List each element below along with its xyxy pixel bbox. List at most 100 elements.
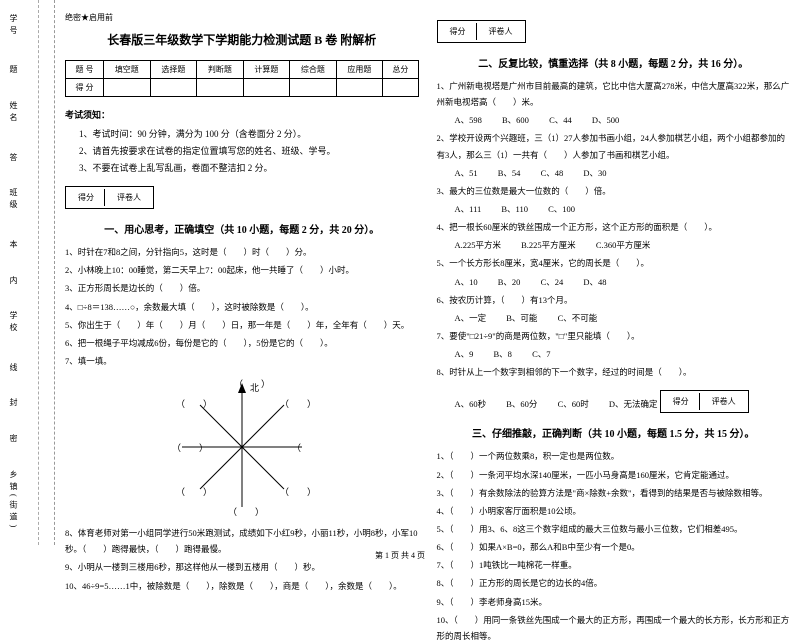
opt-c: C、100 xyxy=(548,204,575,214)
question: 9、（ ）李老师身高15米。 xyxy=(437,594,791,610)
opt-b: B、600 xyxy=(502,115,529,125)
opt-a: A、60秒 xyxy=(455,399,487,409)
sidebar-mark: 题 xyxy=(8,65,19,73)
page-footer: 第 1 页 共 4 页 xyxy=(0,550,800,561)
question: 5、（ ）用3、6、8这三个数字组成的最大三位数与最小三位数，它们相差495。 xyxy=(437,521,791,537)
td xyxy=(383,79,418,97)
score-cell: 得分 xyxy=(663,393,700,410)
th: 计算题 xyxy=(243,61,290,79)
compass-diagram: （ ） 北 （ ） （ ） （ ） （ ） （ ） （ ） （ ） xyxy=(172,377,312,517)
binding-sidebar: 学号 题 姓名 答 班级 本 内 学校 线 封 密 乡镇(街道) xyxy=(0,0,55,545)
opt-c: C、44 xyxy=(549,115,572,125)
options: A、一定 B、可能 C、不可能 xyxy=(437,313,598,323)
grader-box: 得分 评卷人 xyxy=(660,390,749,413)
notice-item: 2、请首先按要求在试卷的指定位置填写您的姓名、班级、学号。 xyxy=(79,144,419,157)
sidebar-label: 班级 xyxy=(8,188,19,212)
svg-text:（ ）: （ ） xyxy=(172,443,208,453)
td: 得 分 xyxy=(66,79,104,97)
sidebar-mark: 答 xyxy=(8,153,19,161)
td xyxy=(104,79,151,97)
svg-text:（ ）: （ ） xyxy=(176,399,212,409)
svg-text:（ ）: （ ） xyxy=(280,487,312,497)
opt-a: A、一定 xyxy=(455,313,487,323)
svg-text:（ ）: （ ） xyxy=(292,443,312,453)
left-column: 绝密★启用前 长春版三年级数学下学期能力检测试题 B 卷 附解析 题 号 填空题… xyxy=(65,12,419,545)
grader-cell: 评卷人 xyxy=(107,189,151,206)
opt-b: B.225平方厘米 xyxy=(521,240,576,250)
opt-c: C、7 xyxy=(532,349,550,359)
options: A、9 B、8 C、7 xyxy=(437,349,551,359)
sidebar-label: 姓名 xyxy=(8,101,19,125)
options: A、10 B、20 C、24 D、48 xyxy=(437,277,607,287)
section-1-title: 一、用心思考，正确填空（共 10 小题，每题 2 分，共 20 分）。 xyxy=(65,221,419,236)
exam-title: 长春版三年级数学下学期能力检测试题 B 卷 附解析 xyxy=(65,31,419,48)
question: 4、（ ）小明家客厅面积是10公顷。 xyxy=(437,503,791,519)
question: 3、最大的三位数是最大一位数的（ ）倍。 xyxy=(437,183,791,199)
notice-item: 1、考试时间：90 分钟，满分为 100 分（含卷面分 2 分）。 xyxy=(79,127,419,140)
notice-title: 考试须知： xyxy=(65,107,419,123)
question: 1、广州新电视塔是广州市目前最高的建筑，它比中信大厦高278米，中信大厦高322… xyxy=(437,78,791,110)
th: 判断题 xyxy=(197,61,244,79)
score-table: 题 号 填空题 选择题 判断题 计算题 综合题 应用题 总分 得 分 xyxy=(65,60,419,97)
question: 6、按农历计算，（ ）有13个月。 xyxy=(437,292,791,308)
grader-cell: 评卷人 xyxy=(702,393,746,410)
svg-text:（ ）: （ ） xyxy=(280,399,312,409)
opt-c: C、24 xyxy=(541,277,564,287)
sidebar-mark: 本 xyxy=(8,240,19,248)
opt-b: B、8 xyxy=(494,349,512,359)
sidebar-label: 学号 xyxy=(8,14,19,38)
question: 8、时针从上一个数字到相邻的下一个数字，经过的时间是（ ）。 xyxy=(437,364,791,380)
opt-a: A、598 xyxy=(455,115,482,125)
th: 综合题 xyxy=(290,61,337,79)
question: 2、小林晚上10：00睡觉，第二天早上7：00起床，他一共睡了（ ）小时。 xyxy=(65,262,419,278)
question: 9、小明从一楼到三楼用6秒，那这样他从一楼到五楼用（ ）秒。 xyxy=(65,559,419,575)
question: 5、一个长方形长8厘米，宽4厘米，它的周长是（ ）。 xyxy=(437,255,791,271)
question: 1、时针在7和8之间，分针指向5，这时是（ ）时（ ）分。 xyxy=(65,244,419,260)
north-label: 北 xyxy=(250,383,259,393)
sidebar-label: 乡镇(街道) xyxy=(8,470,19,531)
opt-d: D、48 xyxy=(583,277,606,287)
th: 总分 xyxy=(383,61,418,79)
sidebar-mark: 内 xyxy=(8,276,19,284)
secret-label: 绝密★启用前 xyxy=(65,12,419,23)
th: 选择题 xyxy=(150,61,197,79)
question: 3、（ ）有余数除法的验算方法是"商×除数+余数"，看得到的结果是否与被除数相等… xyxy=(437,485,791,501)
question: 3、正方形周长是边长的（ ）倍。 xyxy=(65,280,419,296)
opt-b: B、可能 xyxy=(506,313,537,323)
options: A、51 B、54 C、48 D、30 xyxy=(437,168,607,178)
sidebar-mark: 线 xyxy=(8,363,19,371)
score-cell: 得分 xyxy=(440,23,477,40)
sidebar-mark: 封 xyxy=(8,398,19,406)
opt-c: C、60时 xyxy=(558,399,589,409)
question: 2、学校开设两个兴趣班，三（1）27人参加书画小组，24人参加棋艺小组，两个小组… xyxy=(437,130,791,162)
opt-c: C、48 xyxy=(541,168,564,178)
opt-a: A、10 xyxy=(455,277,478,287)
question: 8、（ ）正方形的周长是它的边长的4倍。 xyxy=(437,575,791,591)
grader-box: 得分 评卷人 xyxy=(65,186,154,209)
question: 4、把一根长60厘米的铁丝围成一个正方形，这个正方形的面积是（ ）。 xyxy=(437,219,791,235)
opt-a: A、111 xyxy=(455,204,482,214)
question: 7、填一填。 xyxy=(65,353,419,369)
th: 应用题 xyxy=(336,61,383,79)
opt-b: B、54 xyxy=(498,168,521,178)
opt-a: A.225平方米 xyxy=(455,240,502,250)
opt-a: A、9 xyxy=(455,349,474,359)
opt-b: B、60分 xyxy=(506,399,537,409)
opt-a: A、51 xyxy=(455,168,478,178)
grader-box: 得分 评卷人 xyxy=(437,20,526,43)
svg-text:（ ）: （ ） xyxy=(228,507,264,517)
dash-line xyxy=(38,0,39,545)
td xyxy=(336,79,383,97)
grader-cell: 评卷人 xyxy=(479,23,523,40)
td xyxy=(243,79,290,97)
question: 4、□÷8＝138……○，余数最大填（ ），这时被除数是（ ）。 xyxy=(65,299,419,315)
section-2-title: 二、反复比较，慎重选择（共 8 小题，每题 2 分，共 16 分）。 xyxy=(437,55,791,70)
question: 5、你出生于（ ）年（ ）月（ ）日，那一年是（ ）年，全年有（ ）天。 xyxy=(65,317,419,333)
opt-b: B、110 xyxy=(501,204,528,214)
sidebar-mark: 密 xyxy=(8,434,19,442)
options: A、111 B、110 C、100 xyxy=(437,204,576,214)
opt-c: C.360平方厘米 xyxy=(596,240,651,250)
th: 题 号 xyxy=(66,61,104,79)
question: 10、46÷9=5……1中，被除数是（ ），除数是（ ），商是（ ），余数是（ … xyxy=(65,578,419,594)
opt-d: D、500 xyxy=(592,115,619,125)
